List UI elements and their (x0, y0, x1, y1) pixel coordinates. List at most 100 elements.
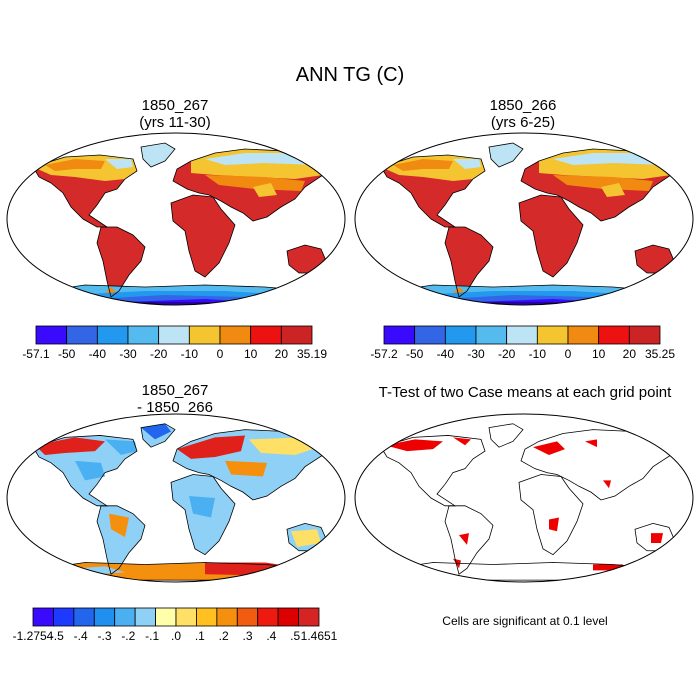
colorbar-tick-label: 35.25 (645, 347, 675, 361)
colorbar-box (628, 325, 661, 345)
colorbar-box (216, 607, 238, 627)
panel3-title-line2: - 1850_266 (137, 399, 213, 416)
coastline-north-america (32, 435, 138, 507)
coastline-south-america (444, 505, 494, 575)
colorbar-tick-label: 10 (592, 347, 606, 361)
band-mild-eurasia (553, 175, 653, 191)
colorbar-box (196, 607, 218, 627)
coastline-north-america (380, 435, 486, 507)
colorbar-tick-label: -40 (89, 347, 107, 361)
colorbar-tick-label: -10 (529, 347, 547, 361)
colorbar-box (598, 325, 630, 345)
map-panel-difference (6, 413, 346, 583)
colorbar-tick-label: -57.1 (22, 347, 50, 361)
anom-greenland (141, 423, 171, 440)
anom-central-africa (189, 496, 215, 518)
colorbar-box (175, 607, 197, 627)
panel3-title-line1: 1850_267 (141, 382, 209, 399)
band-tibet (253, 183, 277, 197)
coastline-north-america (32, 154, 138, 228)
map-panel-1850-266 (354, 132, 694, 306)
panel3-title: 1850_267 - 1850_266 (25, 382, 325, 416)
south-america (445, 227, 493, 297)
colorbar-box (32, 607, 54, 627)
colorbar-tick-label: -20 (150, 347, 168, 361)
sig-australia (651, 533, 663, 543)
panel2-title: 1850_266 (yrs 6-25) (373, 97, 673, 131)
coastline-greenland (140, 142, 176, 168)
coastline-south-america (96, 226, 146, 298)
coastline-africa (518, 474, 584, 556)
colorbar-box (53, 607, 75, 627)
colorbar-box (506, 325, 538, 345)
colorbar-box (114, 607, 136, 627)
africa (519, 195, 583, 277)
anom-alaska-warm (35, 437, 105, 455)
south-america (445, 505, 493, 575)
coastline-south-america (444, 226, 494, 298)
map-panel-1850-267 (6, 132, 346, 306)
figure-title: ANN TG (C) (295, 64, 405, 86)
south-america (97, 505, 145, 575)
anom-central-asia (225, 460, 267, 477)
colorbar-tick-label: .4 (266, 629, 276, 643)
colorbar-box (134, 607, 156, 627)
colorbar-box (298, 607, 320, 627)
colorbar-tick-label: -30 (119, 347, 137, 361)
band-cold-arctic-canada (453, 159, 481, 169)
south-america (97, 227, 145, 297)
colorbar-panel2: -57.2 -50 -40 -30 -20 -10 0 10 20 35.25 (370, 325, 675, 361)
colorbar-box (73, 607, 95, 627)
colorbar-box (96, 325, 129, 345)
colorbar-tick-label: 0 (217, 347, 224, 361)
colorbar-box (280, 325, 313, 345)
colorbar-panel1: -57.1 -50 -40 -30 -20 -10 0 10 20 35.19 (22, 325, 327, 361)
anom-baffin-cool (105, 439, 137, 455)
colorbar-tick-label: -50 (406, 347, 424, 361)
colorbar-box (567, 325, 600, 345)
colorbar-tick-label: 10 (244, 347, 258, 361)
colorbar-box (236, 607, 259, 627)
africa (171, 195, 235, 277)
coastline-greenland (488, 142, 524, 168)
colorbar-tick-label: -20 (498, 347, 516, 361)
anom-australia (291, 529, 321, 547)
panel4-title: T-Test of two Case means at each grid po… (350, 384, 700, 401)
sig-alaska (385, 439, 443, 452)
colorbar-tick-label: .5 (290, 629, 300, 643)
band-mild-americas (393, 159, 453, 171)
band-cold-arctic-canada (105, 159, 133, 169)
colorbar-box (127, 325, 160, 345)
sig-siberia (585, 439, 597, 448)
sig-india (603, 480, 611, 489)
colorbar-tick-label: .0 (171, 629, 181, 643)
greenland (141, 143, 175, 167)
colorbar-tick-label: 35.19 (297, 347, 327, 361)
panel1-title-line2: (yrs 11-30) (139, 114, 211, 131)
colorbar-box (155, 607, 177, 627)
colorbar-box (35, 325, 68, 345)
colorbar-tick-label: -.5 (50, 629, 64, 643)
colorbar-tick-label: -10 (181, 347, 199, 361)
colorbar-tick-label: 20 (275, 347, 289, 361)
colorbar-tick-label: -.3 (97, 629, 111, 643)
colorbar-panel3: -1.2754-.5 -.4 -.3 -.2 -.1 .0 .1 .2 .3 .4 .5 1.4651 (13, 607, 338, 643)
colorbar-tick-label: -.4 (74, 629, 88, 643)
anom-brazil (109, 513, 129, 538)
sig-europe (533, 441, 565, 455)
colorbar-tick-label: -.1 (145, 629, 159, 643)
coastline-africa (518, 194, 584, 278)
band-mild-eurasia (205, 175, 305, 191)
colorbar-tick-label: -1.2754 (13, 629, 54, 643)
colorbar-box (66, 325, 98, 345)
colorbar-box (444, 325, 477, 345)
colorbar-box (257, 607, 279, 627)
map-panel-ttest (354, 413, 694, 583)
coastline-greenland (140, 423, 176, 448)
coastline-north-america (380, 154, 486, 228)
significance-note: Cells are significant at 0.1 level (442, 614, 608, 628)
greenland (489, 143, 523, 167)
greenland (489, 423, 523, 448)
map-frame (354, 413, 694, 583)
anom-east-antarctica (205, 562, 305, 577)
